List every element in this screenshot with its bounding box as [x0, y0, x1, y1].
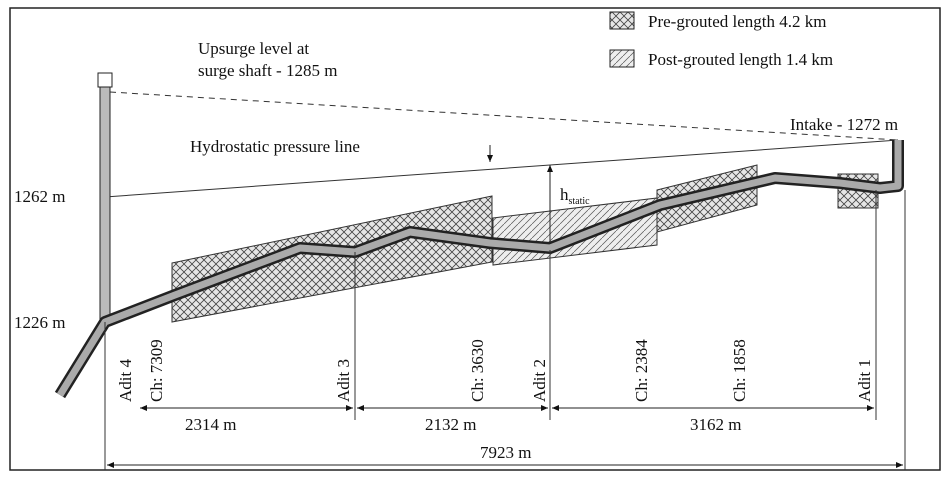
legend-swatch [609, 11, 635, 30]
dimension-label: 2132 m [425, 415, 476, 434]
legend-label: Post-grouted length 1.4 km [648, 50, 833, 69]
post-grouted-zone [492, 197, 658, 266]
annotation: Intake - 1272 m [790, 115, 898, 134]
surge-shaft [99, 74, 111, 324]
elevation-label: 1226 m [14, 313, 65, 332]
legend-label: Pre-grouted length 4.2 km [648, 12, 826, 31]
tunnel [57, 140, 902, 397]
vertical-label: Adit 2 [530, 359, 549, 402]
vertical-label: Ch: 3630 [468, 339, 487, 402]
annotation: hstatic [560, 185, 590, 207]
vertical-label: Adit 4 [116, 359, 135, 402]
dimension-label: 3162 m [690, 415, 741, 434]
elevation-label: 1262 m [14, 187, 65, 206]
vertical-label: Adit 3 [334, 359, 353, 402]
pre-grouted-zone [171, 195, 493, 323]
shaft-top [97, 72, 113, 88]
vertical-label: Ch: 1858 [730, 339, 749, 402]
h-symbol: h [560, 185, 569, 204]
dimension-label: 2314 m [185, 415, 236, 434]
annotation: Upsurge level at [198, 39, 309, 58]
h-subscript: static [569, 196, 591, 207]
hydrostatic-line [104, 139, 899, 198]
frame [9, 7, 941, 471]
vertical-label: Ch: 7309 [147, 339, 166, 402]
annotation: surge shaft - 1285 m [198, 61, 337, 80]
upsurge-line [109, 91, 899, 141]
dimension-label: 7923 m [480, 443, 531, 462]
vertical-label: Ch: 2384 [632, 339, 651, 402]
annotation: Hydrostatic pressure line [190, 137, 360, 156]
legend-swatch [609, 49, 635, 68]
vertical-label: Adit 1 [855, 359, 874, 402]
